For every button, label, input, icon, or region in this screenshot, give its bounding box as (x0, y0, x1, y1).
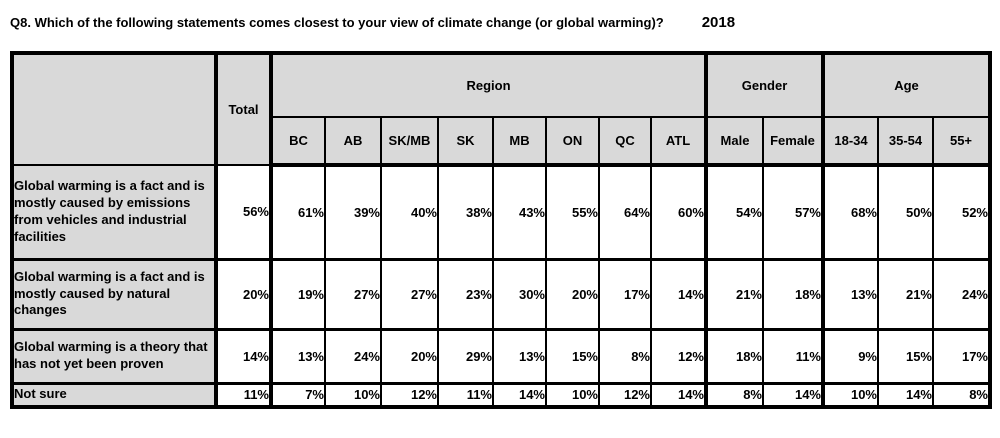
title-row: Q8. Which of the following statements co… (10, 14, 992, 31)
data-cell: 10% (821, 382, 879, 409)
data-cell: 61% (270, 164, 326, 261)
year-label: 2018 (701, 14, 736, 31)
age-group-header: Age (821, 52, 991, 118)
data-cell: 54% (704, 164, 764, 261)
gender-group-header: Gender (704, 52, 824, 118)
col-header-male: Male (704, 116, 764, 167)
data-cell: 40% (380, 164, 439, 261)
data-cell: 10% (545, 382, 600, 409)
table-row-natural-changes: Global warming is a fact and is mostly c… (11, 258, 991, 331)
table-row-theory: Global warming is a theory that has not … (11, 328, 991, 385)
data-cell: 14% (650, 382, 707, 409)
data-cell: 9% (821, 328, 879, 385)
col-header-sk: SK (437, 116, 494, 167)
data-cell: 14% (877, 382, 934, 409)
data-cell: 12% (598, 382, 652, 409)
row-label-header-cell (11, 52, 218, 166)
crosstab-table: Total Region Gender Age BC AB SK/MB SK M… (10, 51, 992, 409)
data-cell-total: 20% (214, 258, 273, 331)
table-row-not-sure: Not sure 11% 7% 10% 12% 11% 14% 10% 12% … (11, 382, 991, 409)
data-cell: 24% (324, 328, 382, 385)
data-cell: 14% (492, 382, 547, 409)
data-cell: 8% (598, 328, 652, 385)
row-label: Global warming is a fact and is mostly c… (11, 258, 218, 331)
question-text: Q8. Which of the following statements co… (10, 15, 664, 30)
data-cell: 21% (877, 258, 934, 331)
row-label: Not sure (11, 382, 218, 409)
data-cell: 19% (270, 258, 326, 331)
data-cell: 29% (437, 328, 494, 385)
total-column-header: Total (214, 52, 273, 166)
data-cell: 18% (762, 258, 824, 331)
col-header-18-34: 18-34 (821, 116, 879, 167)
data-cell-total: 56% (214, 164, 273, 261)
data-cell: 20% (545, 258, 600, 331)
data-cell: 38% (437, 164, 494, 261)
data-cell: 57% (762, 164, 824, 261)
data-cell: 18% (704, 328, 764, 385)
data-cell: 27% (324, 258, 382, 331)
group-header-row: Total Region Gender Age (11, 52, 991, 166)
row-label: Global warming is a theory that has not … (11, 328, 218, 385)
col-header-skmb: SK/MB (380, 116, 439, 167)
data-cell: 43% (492, 164, 547, 261)
data-cell: 12% (650, 328, 707, 385)
data-cell: 8% (704, 382, 764, 409)
col-header-ab: AB (324, 116, 382, 167)
data-cell: 23% (437, 258, 494, 331)
data-cell: 8% (932, 382, 991, 409)
data-cell: 15% (545, 328, 600, 385)
col-header-qc: QC (598, 116, 652, 167)
table-row-emissions: Global warming is a fact and is mostly c… (11, 164, 991, 261)
data-cell: 15% (877, 328, 934, 385)
region-group-header: Region (270, 52, 707, 118)
col-header-mb: MB (492, 116, 547, 167)
data-cell: 50% (877, 164, 934, 261)
data-cell: 55% (545, 164, 600, 261)
data-cell: 39% (324, 164, 382, 261)
data-cell: 21% (704, 258, 764, 331)
data-cell: 10% (324, 382, 382, 409)
data-cell: 60% (650, 164, 707, 261)
col-header-on: ON (545, 116, 600, 167)
data-cell: 14% (650, 258, 707, 331)
col-header-female: Female (762, 116, 824, 167)
col-header-55plus: 55+ (932, 116, 991, 167)
data-cell: 11% (437, 382, 494, 409)
col-header-35-54: 35-54 (877, 116, 934, 167)
data-cell: 13% (492, 328, 547, 385)
data-cell: 24% (932, 258, 991, 331)
data-cell: 68% (821, 164, 879, 261)
data-cell: 13% (270, 328, 326, 385)
data-cell: 27% (380, 258, 439, 331)
data-cell: 20% (380, 328, 439, 385)
data-cell: 64% (598, 164, 652, 261)
data-cell: 14% (762, 382, 824, 409)
col-header-atl: ATL (650, 116, 707, 167)
data-cell-total: 14% (214, 328, 273, 385)
data-cell: 17% (598, 258, 652, 331)
data-cell-total: 11% (214, 382, 273, 409)
data-cell: 17% (932, 328, 991, 385)
data-cell: 12% (380, 382, 439, 409)
data-cell: 30% (492, 258, 547, 331)
col-header-bc: BC (270, 116, 326, 167)
data-cell: 11% (762, 328, 824, 385)
column-header-row: BC AB SK/MB SK MB ON QC ATL Male Female … (12, 116, 991, 167)
row-label: Global warming is a fact and is mostly c… (11, 164, 218, 261)
data-cell: 7% (270, 382, 326, 409)
data-cell: 52% (932, 164, 991, 261)
data-cell: 13% (821, 258, 879, 331)
